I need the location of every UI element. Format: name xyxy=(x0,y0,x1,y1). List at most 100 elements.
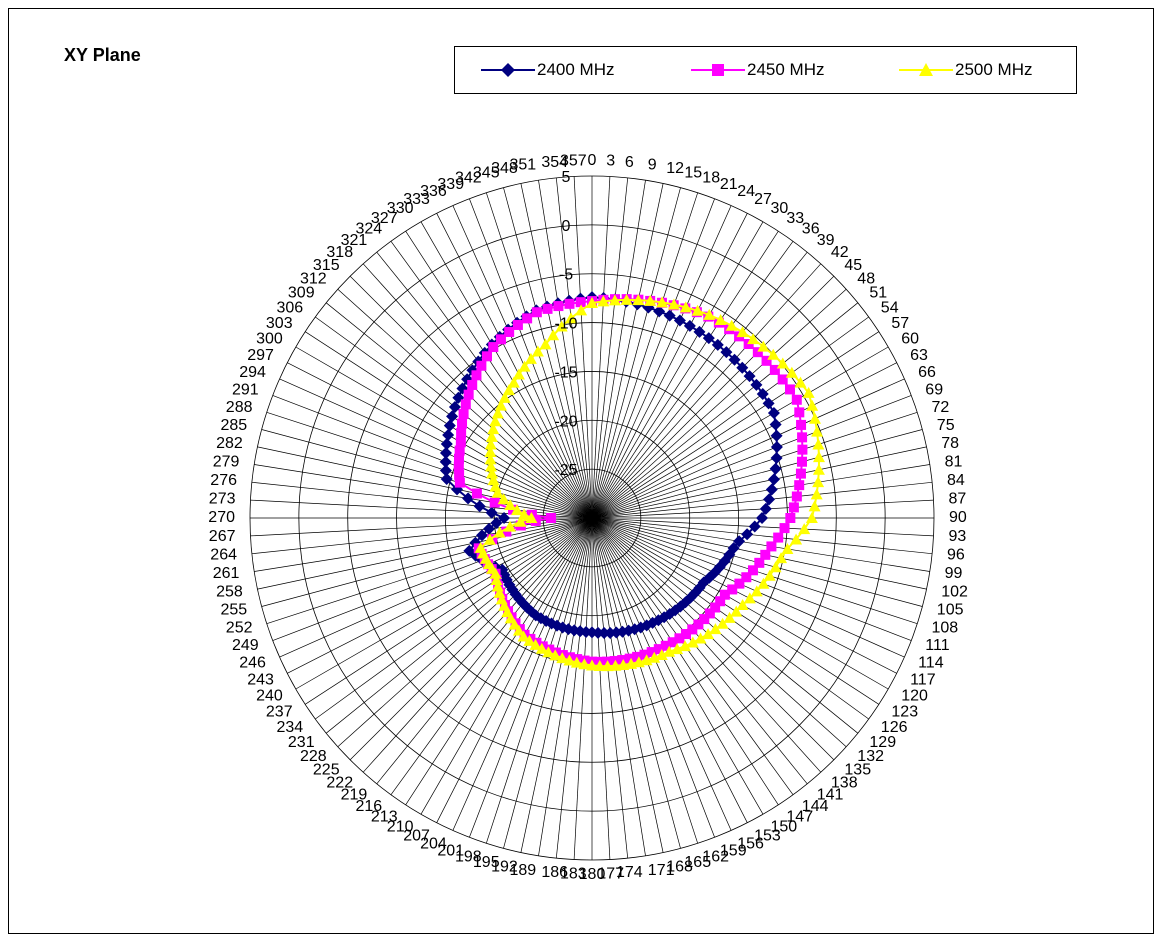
data-point-2 xyxy=(512,624,525,636)
radial-tick-label: -25 xyxy=(554,462,577,479)
data-point-1 xyxy=(747,565,758,576)
angle-tick-label: 66 xyxy=(918,364,936,381)
data-point-2 xyxy=(586,297,598,309)
data-point-1 xyxy=(471,370,482,381)
angle-tick-label: 264 xyxy=(210,547,237,564)
data-point-1 xyxy=(699,614,710,625)
grid-spoke xyxy=(251,481,593,519)
angle-tick-label: 261 xyxy=(213,565,240,582)
data-point-2 xyxy=(743,592,756,604)
data-point-2 xyxy=(601,660,614,672)
angle-tick-label: 282 xyxy=(216,435,243,452)
data-point-2 xyxy=(714,314,727,326)
data-point-2 xyxy=(812,451,825,463)
grid-spoke xyxy=(591,241,794,519)
data-point-2 xyxy=(808,500,821,512)
angle-tick-label: 270 xyxy=(208,509,235,526)
data-point-1 xyxy=(667,637,678,648)
data-point-2 xyxy=(489,415,502,427)
grid-spoke xyxy=(591,176,611,519)
radial-tick-label: -10 xyxy=(554,316,577,333)
grid-spoke xyxy=(555,177,593,519)
data-point-1 xyxy=(734,578,745,589)
data-point-1 xyxy=(760,549,771,560)
data-point-0 xyxy=(741,528,754,541)
data-point-2 xyxy=(667,298,680,310)
legend-label-2500: 2500 MHz xyxy=(955,60,1033,79)
grid-spoke xyxy=(591,517,934,537)
grid-spoke xyxy=(591,302,859,519)
angle-tick-label: 231 xyxy=(288,734,315,751)
grid-spoke xyxy=(305,517,593,705)
data-point-0 xyxy=(439,464,452,477)
angle-tick-label: 87 xyxy=(949,491,967,508)
angle-tick-label: 57 xyxy=(891,315,909,332)
data-point-1 xyxy=(455,437,466,448)
grid-spoke xyxy=(325,517,593,734)
angle-tick-label: 129 xyxy=(869,734,896,751)
angle-tick-label: 354 xyxy=(541,154,568,171)
data-point-2 xyxy=(709,623,722,635)
data-point-2 xyxy=(679,640,692,652)
grid-spoke xyxy=(591,346,889,519)
angle-tick-label: 291 xyxy=(232,381,259,398)
angle-tick-label: 255 xyxy=(220,602,247,619)
angle-tick-label: 279 xyxy=(213,453,240,470)
data-point-2 xyxy=(518,508,531,520)
data-point-1 xyxy=(674,633,685,644)
angle-tick-label: 45 xyxy=(844,257,862,274)
data-point-2 xyxy=(767,348,780,360)
legend-item-2450: 2450 MHz xyxy=(691,47,824,93)
angle-tick-label: 327 xyxy=(371,210,398,227)
data-point-2 xyxy=(750,585,763,597)
grid-spoke xyxy=(591,517,748,823)
grid-spoke xyxy=(591,331,879,519)
data-point-0 xyxy=(770,429,783,442)
grid-spoke xyxy=(538,180,593,519)
data-point-1 xyxy=(476,360,487,371)
data-point-2 xyxy=(535,642,548,654)
angle-tick-label: 204 xyxy=(420,835,447,852)
data-point-1 xyxy=(754,557,765,568)
data-point-2 xyxy=(531,345,544,357)
data-point-1 xyxy=(797,432,808,443)
data-point-0 xyxy=(756,387,769,400)
data-point-1 xyxy=(522,313,533,324)
angle-tick-label: 48 xyxy=(857,270,875,287)
angle-tick-label: 24 xyxy=(737,183,755,200)
data-point-2 xyxy=(565,312,578,324)
data-point-2 xyxy=(494,399,507,411)
radial-tick-label: 5 xyxy=(562,169,571,186)
data-point-2 xyxy=(477,547,490,559)
angle-tick-label: 78 xyxy=(941,435,959,452)
data-point-0 xyxy=(770,452,783,465)
data-point-2 xyxy=(648,651,661,663)
data-point-2 xyxy=(694,632,707,644)
data-point-2 xyxy=(514,515,527,527)
data-point-1 xyxy=(454,469,465,480)
angle-tick-label: 117 xyxy=(910,671,936,688)
data-point-1 xyxy=(794,407,805,418)
data-point-2 xyxy=(487,474,500,486)
data-point-1 xyxy=(471,488,482,499)
data-point-2 xyxy=(725,319,738,331)
data-point-1 xyxy=(777,374,788,385)
angle-tick-label: 216 xyxy=(355,798,382,815)
data-point-2 xyxy=(575,304,588,316)
data-point-0 xyxy=(728,353,741,366)
data-point-0 xyxy=(509,588,522,601)
data-point-0 xyxy=(463,544,476,557)
grid-spoke xyxy=(591,517,822,773)
grid-spoke xyxy=(349,517,593,761)
data-point-0 xyxy=(482,522,495,535)
data-point-1 xyxy=(687,624,698,635)
data-point-0 xyxy=(748,520,761,533)
angle-tick-label: 237 xyxy=(266,704,293,721)
grid-spoke xyxy=(591,378,905,519)
data-point-2 xyxy=(498,599,511,611)
data-point-2 xyxy=(484,453,497,465)
data-point-2 xyxy=(703,308,716,320)
angle-tick-label: 54 xyxy=(881,299,899,316)
data-point-1 xyxy=(489,497,500,508)
angle-tick-label: 135 xyxy=(844,762,871,779)
